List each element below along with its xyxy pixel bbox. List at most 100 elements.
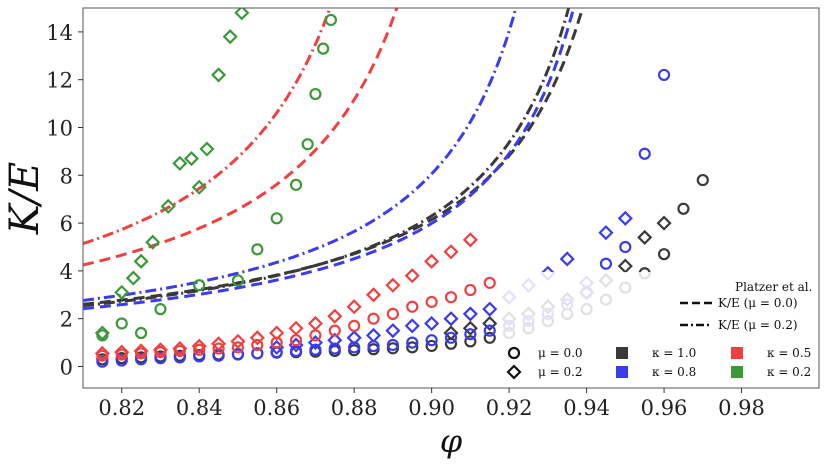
data-point-diamond-kappa-0.5 [307,315,323,332]
data-point-diamond-kappa-1 [462,320,478,336]
data-point-diamond-kappa-0.2 [114,284,130,300]
x-tick-label: 0.84 [176,396,223,420]
data-point-circle-kappa-0.5 [483,276,496,289]
legend-color-entries: κ = 1.0 κ = 0.8 κ = 0.5 κ = 0.2 [616,346,811,379]
x-tick-label: 0.82 [98,396,145,420]
data-point-circle-kappa-0.8 [619,240,632,254]
data-point-circle-kappa-0.8 [115,354,128,367]
data-point-circle-kappa-0.2 [251,243,264,256]
data-point-diamond-kappa-0.5 [133,343,149,359]
data-point-circle-kappa-0.8 [96,355,109,368]
data-point-circle-kappa-0.2 [115,317,128,330]
y-tick-label: 10 [46,116,73,140]
data-point-diamond-kappa-0.2 [94,325,110,341]
fit-curve-dashed-kappa-0.5 [83,8,399,267]
data-point-diamond-kappa-1 [482,315,498,332]
data-point-diamond-kappa-0.5 [443,244,459,260]
data-point-diamond-kappa-0.5 [94,345,110,361]
data-point-diamond-kappa-0.2 [222,29,238,45]
data-point-circle-kappa-0.8 [599,257,613,270]
x-tick-label: 0.96 [641,396,688,420]
data-point-diamond-kappa-0.8 [404,318,420,334]
data-point-circle-kappa-1 [406,341,419,354]
legend-line-label: K/E (μ = 0.0) [718,296,798,310]
data-point-diamond-kappa-0.8 [559,251,575,267]
data-point-diamond-kappa-0.8 [482,301,498,317]
data-point-circle-kappa-0.8 [657,68,671,82]
data-point-circle-kappa-0.8 [464,328,477,341]
y-axis-label: K/E [2,162,48,236]
x-tick-label: 0.98 [718,396,765,420]
data-point-circle-kappa-0.8 [251,347,264,360]
y-tick-label: 4 [60,260,73,284]
legend-marker-label: μ = 0.2 [538,365,583,379]
data-point-diamond-kappa-0.5 [191,338,207,354]
data-point-circle-kappa-0.5 [406,300,419,313]
x-tick-label: 0.88 [331,396,378,420]
x-axis-ticks: 0.82 0.84 0.86 0.88 0.90 0.92 0.94 0.96 0.98 [98,388,765,420]
legend-color-swatch [731,347,743,359]
data-point-circle-kappa-1 [677,202,690,215]
data-point-circle-kappa-0.5 [193,343,206,356]
fit-curve-dashed-kappa-0.8 [83,8,576,311]
legend-color-label: κ = 0.2 [767,365,811,379]
legend: Platzer et al. K/E (μ = 0.0) K/E (μ = 0.2… [497,272,815,384]
data-point-circle-kappa-1 [696,173,709,187]
data-point-circle-kappa-0.2 [301,138,314,151]
data-point-circle-kappa-0.8 [425,334,438,347]
data-point-circle-kappa-1 [483,331,496,344]
data-point-diamond-kappa-0.5 [365,287,382,303]
data-point-diamond-kappa-0.2 [199,141,215,157]
data-point-diamond-kappa-0.5 [152,342,169,358]
y-tick-label: 8 [60,164,73,188]
data-point-circle-kappa-0.2 [154,303,167,316]
data-point-circle-kappa-0.8 [483,324,496,337]
legend-marker-diamond [506,364,522,380]
data-point-circle-kappa-0.5 [425,295,438,309]
legend-marker-circle [507,346,521,360]
data-point-diamond-kappa-0.5 [249,330,265,346]
data-points [94,8,709,368]
data-point-diamond-kappa-0.2 [133,253,149,269]
data-point-diamond-kappa-0.5 [114,344,130,360]
y-tick-label: 12 [46,69,73,93]
data-point-diamond-kappa-0.2 [211,67,227,83]
data-point-diamond-kappa-0.8 [346,330,362,346]
data-point-diamond-kappa-1 [443,325,459,341]
y-tick-label: 6 [60,212,73,236]
data-point-circle-kappa-0.2 [231,274,245,287]
data-point-circle-kappa-0.5 [464,283,477,297]
fit-curves [83,8,585,311]
data-point-circle-kappa-0.2 [324,13,338,27]
data-point-circle-kappa-0.5 [212,342,225,355]
data-point-circle-kappa-0.2 [289,178,303,191]
legend-title: Platzer et al. [735,280,812,294]
data-point-circle-kappa-0.8 [173,351,186,364]
data-point-diamond-kappa-0.5 [211,336,227,352]
data-point-circle-kappa-0.8 [386,338,399,352]
data-point-circle-kappa-0.2 [270,212,283,225]
data-point-diamond-kappa-0.8 [462,306,478,322]
legend-line-label: K/E (μ = 0.2) [718,318,798,332]
data-point-diamond-kappa-0.5 [346,299,362,315]
data-point-diamond-kappa-1 [637,229,653,245]
data-point-circle-kappa-0.8 [444,331,458,344]
data-point-diamond-kappa-0.5 [424,253,440,269]
legend-color-label: κ = 0.5 [767,346,811,360]
data-point-diamond-kappa-0.5 [462,232,478,248]
data-point-diamond-kappa-0.8 [443,311,459,327]
data-point-diamond-kappa-0.5 [327,308,343,324]
y-tick-label: 14 [46,21,73,45]
data-point-diamond-kappa-0.2 [160,198,176,214]
data-point-diamond-kappa-0.5 [288,320,304,336]
data-point-diamond-kappa-0.5 [385,277,401,293]
data-point-circle-kappa-0.5 [444,291,458,304]
y-tick-label: 0 [60,355,73,379]
fit-curve-dashdot-kappa-1 [83,8,571,308]
legend-color-swatch [616,347,628,359]
legend-color-swatch [731,366,743,378]
x-tick-label: 0.86 [253,396,300,420]
data-point-diamond-kappa-0.8 [307,335,323,351]
data-point-diamond-kappa-0.5 [269,325,285,341]
legend-color-label: κ = 0.8 [652,365,696,379]
